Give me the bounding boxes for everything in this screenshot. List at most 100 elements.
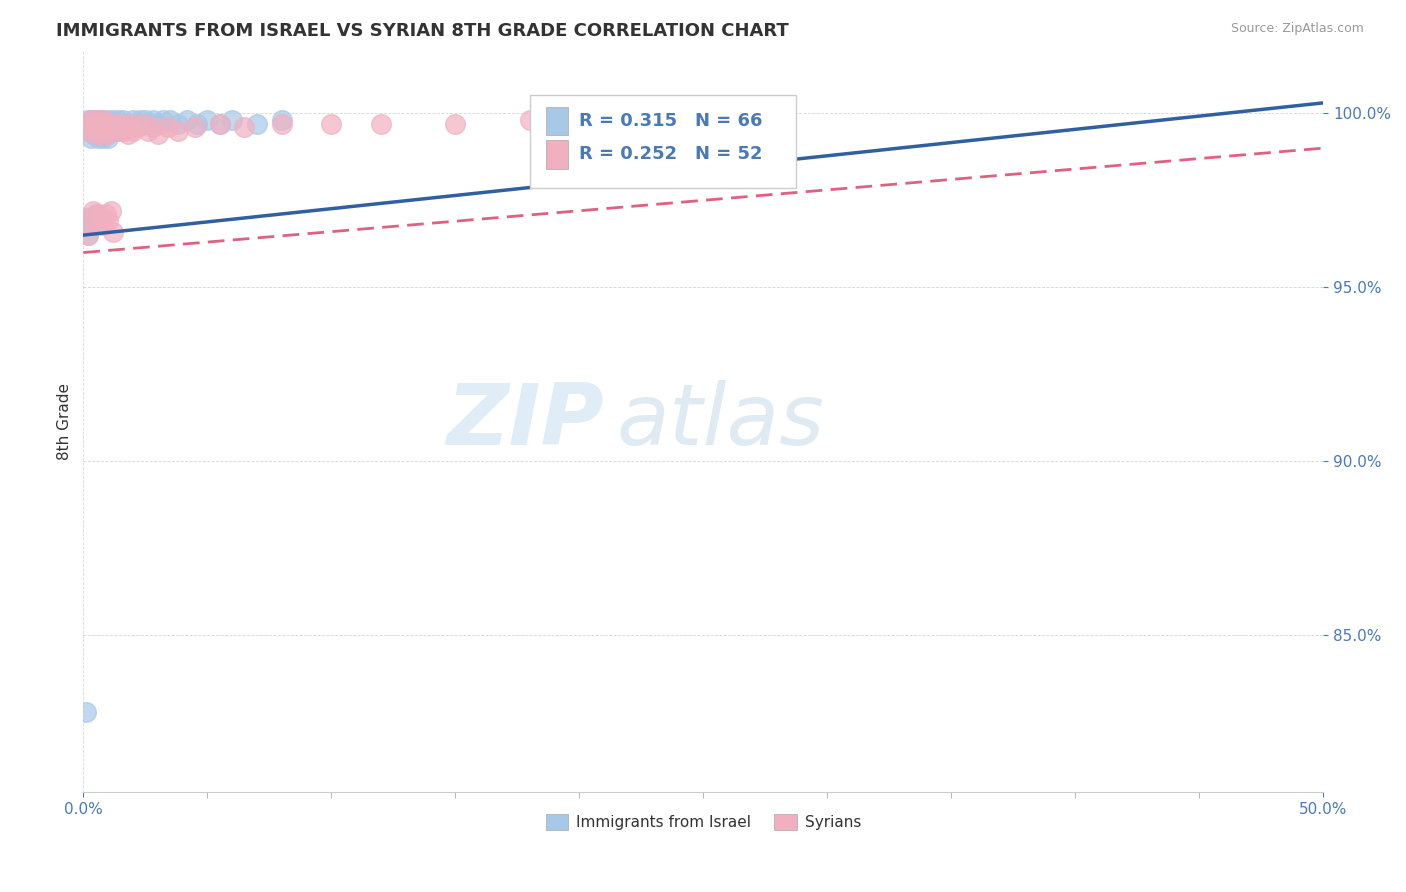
- Point: [75, 117, 97, 131]
- Point: [94, 207, 117, 221]
- Point: [104, 117, 127, 131]
- Point: [111, 120, 134, 135]
- Point: [146, 127, 169, 141]
- Point: [117, 120, 139, 135]
- Point: [91, 120, 114, 135]
- Point: [84, 218, 107, 232]
- Point: [77, 113, 100, 128]
- Point: [77, 228, 100, 243]
- Point: [90, 124, 112, 138]
- Point: [80, 117, 103, 131]
- Point: [110, 117, 132, 131]
- Point: [221, 113, 243, 128]
- Y-axis label: 8th Grade: 8th Grade: [58, 383, 72, 459]
- Point: [94, 127, 117, 141]
- Point: [91, 218, 114, 232]
- Text: ZIP: ZIP: [447, 380, 605, 463]
- Point: [82, 211, 104, 225]
- Point: [100, 203, 122, 218]
- Point: [132, 117, 155, 131]
- Point: [101, 225, 124, 239]
- Point: [107, 113, 129, 128]
- Point: [444, 117, 467, 131]
- Point: [101, 117, 124, 131]
- Point: [110, 124, 132, 138]
- Point: [75, 211, 97, 225]
- Point: [82, 120, 104, 135]
- Text: N = 52: N = 52: [695, 145, 762, 163]
- Point: [90, 127, 112, 141]
- Point: [270, 117, 292, 131]
- Point: [132, 117, 155, 131]
- Point: [107, 120, 129, 135]
- Point: [90, 113, 112, 128]
- Point: [110, 117, 132, 131]
- Point: [84, 124, 107, 138]
- Point: [100, 124, 122, 138]
- Point: [152, 113, 174, 128]
- Point: [97, 214, 120, 228]
- Point: [146, 117, 169, 131]
- Point: [136, 124, 159, 138]
- Point: [101, 113, 124, 128]
- Point: [75, 705, 97, 719]
- Text: atlas: atlas: [616, 380, 824, 463]
- Point: [101, 120, 124, 135]
- Point: [100, 117, 122, 131]
- Point: [104, 124, 127, 138]
- Point: [82, 203, 104, 218]
- Point: [519, 113, 541, 128]
- Point: [107, 120, 129, 135]
- Point: [370, 117, 392, 131]
- Point: [90, 117, 112, 131]
- Point: [208, 117, 231, 131]
- Point: [84, 127, 107, 141]
- Point: [166, 124, 188, 138]
- Point: [134, 113, 156, 128]
- Point: [97, 113, 120, 128]
- Point: [87, 130, 110, 145]
- Point: [87, 124, 110, 138]
- Legend: Immigrants from Israel, Syrians: Immigrants from Israel, Syrians: [540, 808, 868, 836]
- Point: [80, 211, 103, 225]
- Point: [94, 124, 117, 138]
- Point: [75, 117, 97, 131]
- Point: [82, 127, 104, 141]
- Point: [87, 113, 110, 128]
- Text: R = 0.252: R = 0.252: [579, 145, 678, 163]
- Point: [94, 117, 117, 131]
- Point: [156, 120, 179, 135]
- Point: [77, 124, 100, 138]
- Point: [77, 228, 100, 243]
- Point: [117, 127, 139, 141]
- Point: [127, 117, 149, 131]
- Point: [122, 113, 145, 128]
- Point: [84, 207, 107, 221]
- Point: [166, 117, 188, 131]
- Point: [87, 120, 110, 135]
- Text: Source: ZipAtlas.com: Source: ZipAtlas.com: [1230, 22, 1364, 36]
- Point: [90, 117, 112, 131]
- Point: [136, 117, 159, 131]
- Point: [142, 120, 165, 135]
- Point: [100, 120, 122, 135]
- Point: [97, 117, 120, 131]
- Point: [90, 211, 112, 225]
- Point: [87, 207, 110, 221]
- Point: [111, 124, 134, 138]
- FancyBboxPatch shape: [546, 107, 568, 136]
- Text: R = 0.315: R = 0.315: [579, 112, 678, 130]
- Text: N = 66: N = 66: [695, 112, 762, 130]
- Point: [84, 117, 107, 131]
- Point: [82, 113, 104, 128]
- Point: [208, 117, 231, 131]
- Point: [91, 113, 114, 128]
- Point: [246, 117, 269, 131]
- Point: [129, 113, 152, 128]
- Point: [84, 117, 107, 131]
- Point: [120, 117, 142, 131]
- Point: [104, 124, 127, 138]
- Point: [176, 113, 198, 128]
- Point: [80, 218, 103, 232]
- Point: [321, 117, 343, 131]
